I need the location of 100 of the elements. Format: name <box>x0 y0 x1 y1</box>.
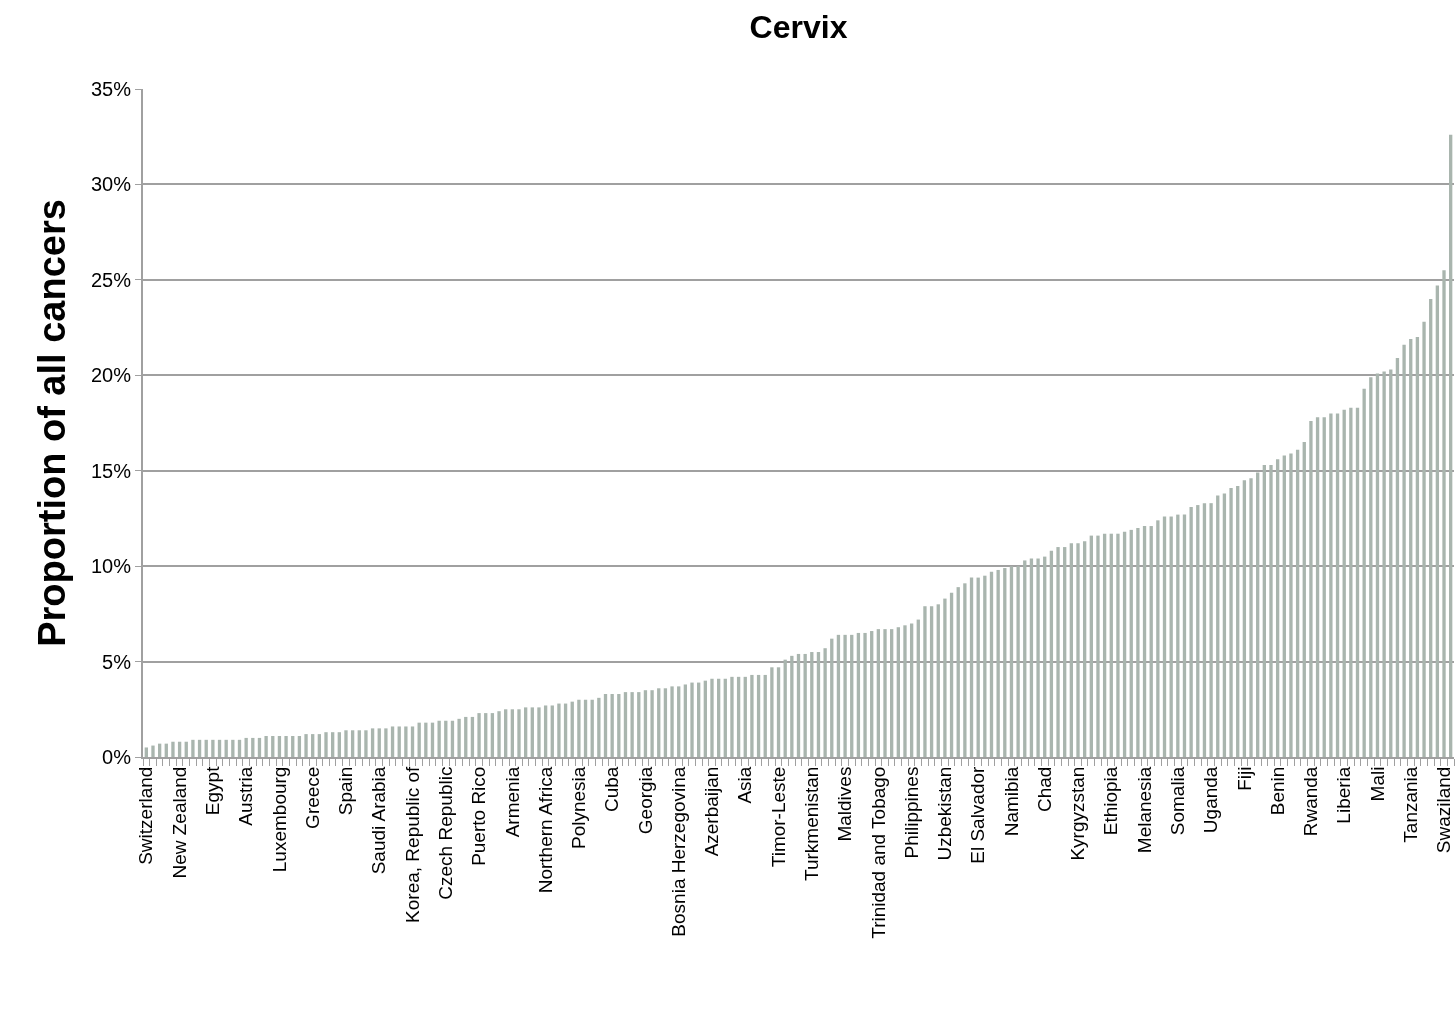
bar <box>191 739 195 757</box>
bar <box>856 632 861 757</box>
bar <box>896 627 900 757</box>
x-tick-label: Northern Africa <box>534 766 556 894</box>
bar <box>1335 413 1340 757</box>
bar <box>863 632 867 757</box>
bar <box>1029 558 1034 757</box>
bar <box>803 653 807 757</box>
bar <box>384 728 388 757</box>
bar <box>537 707 541 757</box>
bar <box>697 682 701 757</box>
x-tick-label: Liberia <box>1333 766 1355 824</box>
bar <box>1342 409 1346 757</box>
bar <box>1109 533 1113 757</box>
bar <box>397 726 401 757</box>
bar <box>144 747 148 757</box>
bar <box>663 688 668 757</box>
bar <box>1089 535 1093 757</box>
bar <box>690 682 694 757</box>
bar <box>1275 459 1280 757</box>
bar <box>710 678 714 757</box>
bar <box>850 634 854 757</box>
bar <box>996 569 1000 757</box>
bar <box>1142 526 1147 757</box>
bar <box>610 694 614 757</box>
x-tick-label: Armenia <box>501 766 523 838</box>
bar <box>583 699 588 757</box>
bar <box>1369 377 1373 757</box>
x-tick-label: El Salvador <box>967 765 989 864</box>
x-tick-label: Spain <box>335 766 357 816</box>
bar <box>956 587 960 757</box>
bar <box>730 676 734 757</box>
x-tick-label: Ethiopia <box>1100 766 1122 836</box>
bar <box>723 678 727 757</box>
bar <box>1169 516 1173 757</box>
bar <box>1082 541 1087 757</box>
x-tick-label: Saudi Arabia <box>368 766 390 875</box>
bar <box>297 736 302 757</box>
bar <box>484 713 488 757</box>
bar <box>490 713 495 757</box>
bar <box>311 734 315 757</box>
bar <box>151 745 155 757</box>
bar <box>969 577 974 757</box>
x-tick-label: Austria <box>235 766 257 826</box>
bar <box>1182 514 1187 757</box>
bar <box>716 678 721 757</box>
x-tick-label: Uganda <box>1200 766 1222 834</box>
bar <box>949 592 954 757</box>
bar <box>257 737 262 757</box>
bar <box>1129 529 1133 757</box>
bar <box>390 726 395 757</box>
bar <box>1063 547 1067 757</box>
bar <box>1216 495 1220 757</box>
y-tick-label: 0% <box>102 746 132 768</box>
bar <box>657 688 661 757</box>
x-tick-label: Swaziland <box>1433 766 1455 854</box>
bar <box>650 690 654 757</box>
bar <box>736 676 741 757</box>
y-tick-label: 10% <box>90 555 132 578</box>
bar <box>464 716 468 757</box>
bar <box>989 571 994 757</box>
bar <box>1415 337 1420 757</box>
bar <box>171 741 175 757</box>
x-tick-label: Luxembourg <box>268 766 290 873</box>
bar <box>264 736 268 757</box>
bar <box>1056 547 1060 757</box>
bar <box>1349 407 1353 757</box>
bar <box>550 705 554 757</box>
bar <box>1162 516 1167 757</box>
bar <box>876 629 881 757</box>
bar <box>1043 556 1047 757</box>
x-tick-label: New Zealand <box>168 766 190 879</box>
bar <box>1409 339 1413 757</box>
bar <box>1395 358 1400 757</box>
x-tick-label: Polynesia <box>568 766 590 849</box>
bar <box>457 718 461 757</box>
bar <box>1076 543 1080 757</box>
bar <box>410 726 415 757</box>
bar <box>370 728 375 757</box>
bar <box>1003 568 1007 757</box>
x-tick-label: Timor-Leste <box>767 766 789 868</box>
bar <box>763 674 767 757</box>
bar <box>517 709 521 757</box>
bar <box>1362 388 1366 757</box>
bar <box>470 716 475 757</box>
bar <box>1209 503 1213 757</box>
bar <box>1202 503 1207 757</box>
x-tick-label: Benin <box>1266 766 1288 816</box>
bar <box>976 577 980 757</box>
bar <box>1429 298 1433 757</box>
bar <box>1116 533 1120 757</box>
bar <box>1449 134 1453 757</box>
bar <box>1389 369 1393 757</box>
bar <box>909 623 914 757</box>
bar <box>523 707 528 757</box>
bar <box>231 739 235 757</box>
bar <box>936 604 940 757</box>
bar <box>450 720 455 757</box>
bar <box>756 674 761 757</box>
bar <box>1442 270 1446 757</box>
